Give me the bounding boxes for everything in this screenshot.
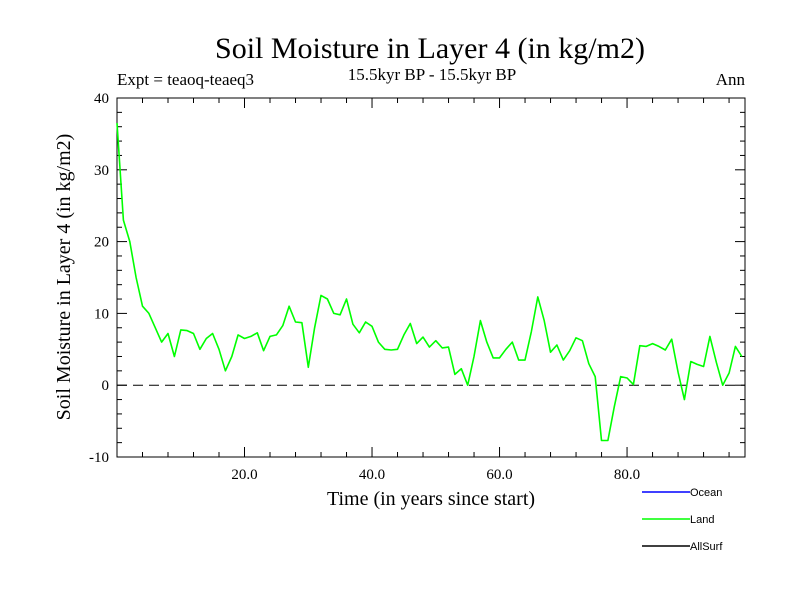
x-tick-label: 80.0 [614, 467, 640, 483]
x-tick-label: 20.0 [231, 467, 257, 483]
x-tick-label: 60.0 [486, 467, 512, 483]
y-tick-label: 0 [102, 378, 110, 394]
y-tick-label: -10 [89, 450, 109, 466]
legend-label-ocean: Ocean [690, 487, 722, 499]
y-tick-label: 20 [94, 235, 109, 251]
y-tick-label: 30 [94, 163, 109, 179]
y-tick-labels: -10 0 10 20 30 40 [89, 91, 109, 466]
y-axis-label: Soil Moisture in Layer 4 (in kg/m2) [53, 134, 75, 421]
y-tick-label: 10 [94, 306, 109, 322]
season-label: Ann [716, 70, 746, 89]
legend: Ocean Land AllSurf [642, 487, 723, 553]
x-axis-label: Time (in years since start) [327, 488, 535, 510]
experiment-label: Expt = teaoq-teaeq3 [117, 70, 254, 89]
axis-ticks [117, 97, 745, 458]
legend-label-land: Land [690, 514, 714, 526]
x-tick-label: 40.0 [359, 467, 385, 483]
period-label: 15.5kyr BP - 15.5kyr BP [348, 65, 516, 84]
legend-label-allsurf: AllSurf [690, 541, 723, 553]
plot-frame [116, 97, 746, 458]
y-tick-label: 40 [94, 91, 109, 107]
series-line-land [116, 123, 743, 442]
x-tick-labels: 20.0 40.0 60.0 80.0 [231, 467, 640, 483]
chart-title: Soil Moisture in Layer 4 (in kg/m2) [215, 32, 645, 65]
series-layer [116, 123, 743, 442]
